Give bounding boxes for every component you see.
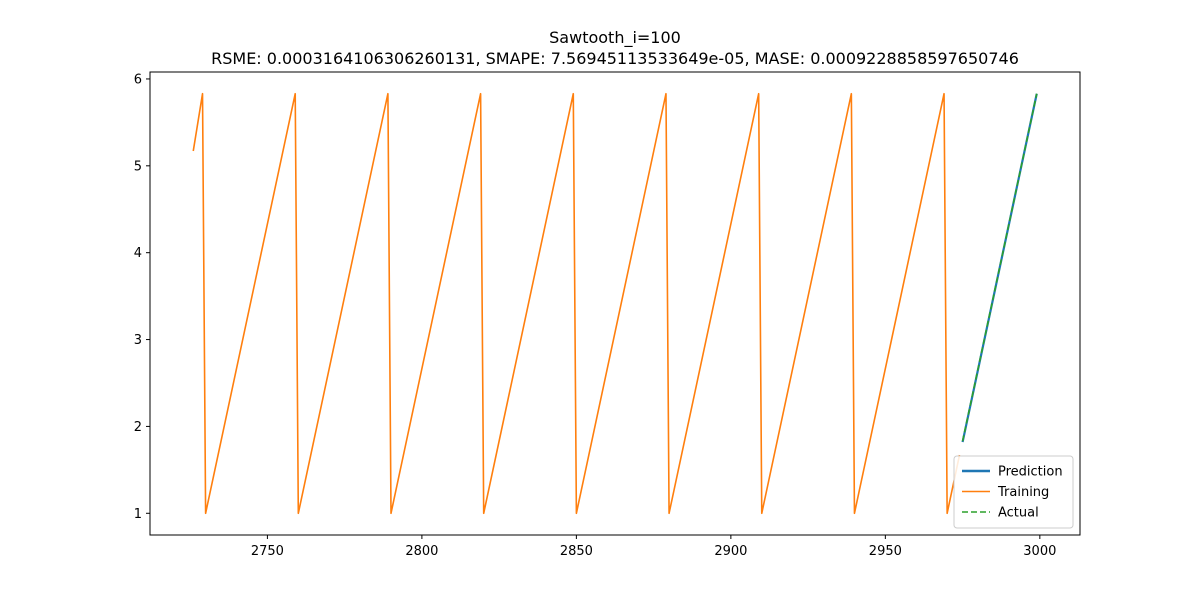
legend-label-training: Training <box>997 485 1049 500</box>
x-tick-label: 2800 <box>405 544 438 559</box>
x-tick-label: 2750 <box>251 544 284 559</box>
legend-label-actual: Actual <box>998 506 1039 521</box>
x-tick-label: 2850 <box>560 544 593 559</box>
chart-title: Sawtooth_i=100 <box>549 28 681 48</box>
series-line-actual <box>961 93 1038 442</box>
y-tick-label: 1 <box>134 507 142 522</box>
legend-box <box>953 455 1074 529</box>
legend-label-prediction: Prediction <box>998 465 1063 480</box>
legend: Prediction Training Actual <box>953 455 1074 529</box>
series-line-training <box>192 92 961 515</box>
x-tick-label: 3000 <box>1023 544 1056 559</box>
x-tick-label: 2950 <box>869 544 902 559</box>
x-tick-label: 2900 <box>714 544 747 559</box>
plot-frame <box>149 71 1081 536</box>
y-tick-label: 2 <box>134 420 142 435</box>
y-tick-label: 5 <box>134 159 142 174</box>
y-tick-label: 4 <box>134 246 142 261</box>
y-tick-label: 6 <box>134 72 142 87</box>
y-tick-label: 3 <box>134 333 142 348</box>
chart-subtitle: RSME: 0.0003164106306260131, SMAPE: 7.56… <box>211 49 1019 68</box>
